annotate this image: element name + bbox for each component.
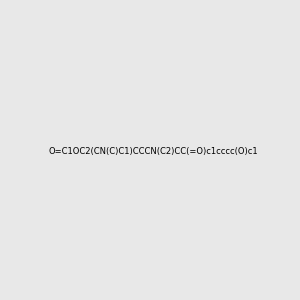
Text: O=C1OC2(CN(C)C1)CCCN(C2)CC(=O)c1cccc(O)c1: O=C1OC2(CN(C)C1)CCCN(C2)CC(=O)c1cccc(O)c… xyxy=(49,147,259,156)
